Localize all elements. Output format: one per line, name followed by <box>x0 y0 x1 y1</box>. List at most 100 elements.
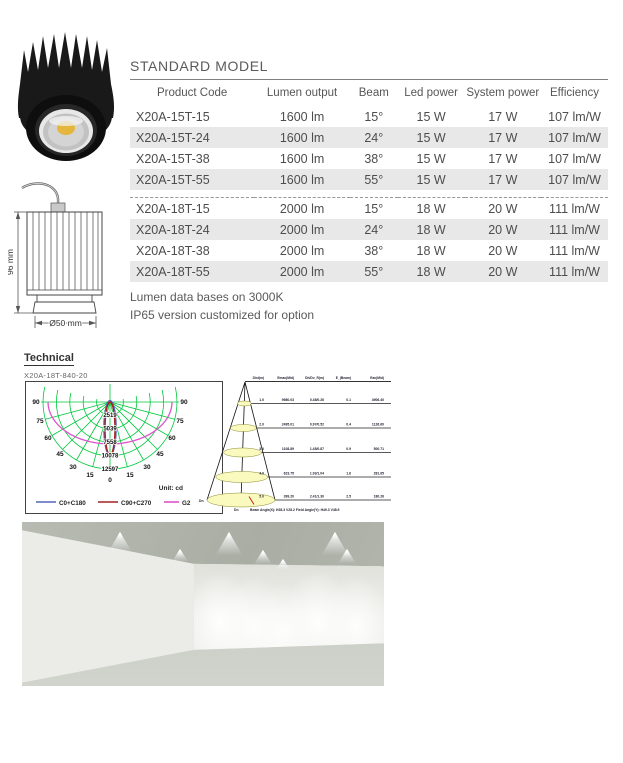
angle-label: 30 <box>143 464 151 471</box>
table-row: X20A-15T-15 1600 lm 15° 15 W 17 W 107 lm… <box>130 106 608 127</box>
section-title-standard-model: STANDARD MODEL <box>130 58 269 74</box>
cone-cell: 2.0 <box>259 423 264 427</box>
cell-led-power: 15 W <box>397 127 465 148</box>
column-header: Lumen output <box>266 87 338 99</box>
room-rendering <box>22 522 384 686</box>
cell-led-power: 18 W <box>416 243 446 258</box>
ring-value-label: 12597 <box>102 467 119 473</box>
fin-lines <box>27 212 102 291</box>
right-wall-scallops <box>193 563 384 650</box>
product-photo <box>17 32 115 161</box>
cone-cell: 1108.89 <box>282 447 294 451</box>
ring-value-label: 5039 <box>103 427 117 433</box>
cone-cell: 0.9 <box>346 447 351 451</box>
cell-lumen-output: 1600 lm <box>254 127 350 148</box>
photometric-model-label: X20A-18T-840-20 <box>24 371 88 380</box>
cone-cell: 1.0 <box>259 398 264 402</box>
cell-product-code: X20A-15T-38 <box>136 151 210 166</box>
angle-label: 90 <box>180 399 188 406</box>
cell-product-code: X20A-18T-24 <box>130 219 255 240</box>
cell-beam: 15° <box>364 109 384 124</box>
curve-c90-c270 <box>104 401 116 456</box>
downlight-dot <box>280 559 286 562</box>
cell-system-power: 17 W <box>488 151 518 166</box>
downlight-dot <box>344 549 350 552</box>
column-header: Led power <box>404 87 458 99</box>
table-row: X20A-18T-15 2000 lm 15° 18 W 20 W 111 lm… <box>130 198 608 220</box>
cell-system-power: 17 W <box>464 169 542 190</box>
angle-label: 75 <box>176 418 184 425</box>
table-row: X20A-18T-24 2000 lm 24° 18 W 20 W 111 lm… <box>130 219 608 240</box>
cell-beam: 55° <box>349 169 398 190</box>
angle-label: 45 <box>56 451 64 458</box>
cone-column-header: Eav(Mid) <box>370 376 384 380</box>
cone-cell: 5.0 <box>259 495 264 499</box>
angle-label: 60 <box>44 435 52 442</box>
cone-cell: 0.48/0.26 <box>310 398 324 402</box>
cone-cell: 0.4 <box>346 423 351 427</box>
cone-cell: 4.0 <box>259 472 264 476</box>
table-row: X20A-15T-55 1600 lm 55° 15 W 17 W 107 lm… <box>130 169 608 190</box>
cell-system-power: 17 W <box>488 109 518 124</box>
dimension-drawing: 96 mm Ø50 mm <box>8 182 103 329</box>
legend-label: C90+C270 <box>121 500 152 507</box>
cell-led-power: 15 W <box>416 109 446 124</box>
cell-lumen-output: 1600 lm <box>279 109 325 124</box>
cell-lumen-output: 1600 lm <box>279 151 325 166</box>
cone-cell: 1.45/0.87 <box>310 447 324 451</box>
unit-label: Unit: cd <box>159 485 183 492</box>
arrow-up <box>15 212 21 219</box>
cone-cell: 3.0 <box>259 447 264 451</box>
height-label: 96 mm <box>8 249 15 275</box>
cable <box>21 182 60 204</box>
cell-system-power: 20 W <box>464 261 542 282</box>
cone-cell: 623.75 <box>284 472 294 476</box>
section-title-technical: Technical <box>24 352 74 366</box>
cell-led-power: 15 W <box>416 151 446 166</box>
cell-efficiency: 107 lm/W <box>548 109 601 124</box>
cone-cell: 2495.01 <box>282 423 294 427</box>
note-line: Lumen data bases on 3000K <box>130 290 284 304</box>
angle-label: 60 <box>168 435 176 442</box>
table-group-2000lm: X20A-18T-15 2000 lm 15° 18 W 20 W 111 lm… <box>130 198 608 282</box>
cable-highlight <box>21 183 59 204</box>
module-outline <box>26 211 103 296</box>
cone-column-header: Dist(m) <box>253 376 264 380</box>
cone-cell: 9980.03 <box>282 398 294 402</box>
reflector-highlight <box>49 116 83 126</box>
column-header: System power <box>466 87 540 99</box>
table-row: X20A-18T-38 2000 lm 38° 18 W 20 W 111 lm… <box>130 240 608 261</box>
angle-label: 75 <box>36 418 44 425</box>
downlight-dot <box>332 532 338 535</box>
curve-g2 <box>47 401 173 445</box>
cell-lumen-output: 2000 lm <box>254 219 350 240</box>
cone-column-header: E_(Beam) <box>336 376 351 380</box>
ring-value-label: 7558 <box>103 440 117 446</box>
base-step <box>36 294 93 303</box>
diameter-label: Ø50 mm <box>49 318 82 328</box>
cell-beam: 38° <box>364 243 384 258</box>
group-separator <box>130 190 608 198</box>
cone-cell: 399.20 <box>284 495 294 499</box>
cell-efficiency: 111 lm/W <box>549 243 600 258</box>
beam-angle-footer: Beam Angle(X): H28.3 V28.2 Field Angle(Y… <box>250 508 340 512</box>
table-row: X20A-18T-55 2000 lm 55° 18 W 20 W 111 lm… <box>130 261 608 282</box>
cone-cell: 2.5 <box>346 495 351 499</box>
cell-lumen-output: 1600 lm <box>254 169 350 190</box>
cone-column-header: Dh/Dv_R(m) <box>305 376 324 380</box>
table-row: X20A-15T-38 1600 lm 38° 15 W 17 W 107 lm… <box>130 148 608 169</box>
cone-cell: 2.41/1.30 <box>310 495 324 499</box>
base-skirt <box>32 301 97 314</box>
angle-label: 90 <box>32 399 40 406</box>
table-row: X20A-15T-24 1600 lm 24° 15 W 17 W 107 lm… <box>130 127 608 148</box>
angle-label: 30 <box>69 464 77 471</box>
legend-label: G2 <box>182 500 191 507</box>
cell-product-code: X20A-18T-38 <box>136 243 210 258</box>
angle-label: 45 <box>156 451 164 458</box>
arrow-right <box>89 320 96 326</box>
arrow-down <box>15 306 21 313</box>
notes: Lumen data bases on 3000K IP65 version cu… <box>130 288 314 324</box>
cell-system-power: 17 W <box>464 127 542 148</box>
cell-lumen-output: 2000 lm <box>279 201 325 216</box>
